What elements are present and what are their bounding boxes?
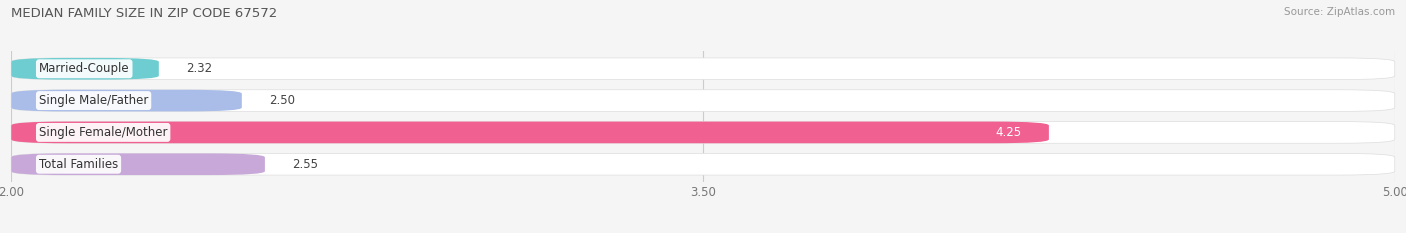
Text: 2.50: 2.50 bbox=[270, 94, 295, 107]
Text: MEDIAN FAMILY SIZE IN ZIP CODE 67572: MEDIAN FAMILY SIZE IN ZIP CODE 67572 bbox=[11, 7, 277, 20]
Text: Total Families: Total Families bbox=[39, 158, 118, 171]
FancyBboxPatch shape bbox=[11, 58, 1395, 80]
FancyBboxPatch shape bbox=[11, 122, 1049, 143]
FancyBboxPatch shape bbox=[11, 90, 1395, 111]
FancyBboxPatch shape bbox=[11, 90, 242, 111]
Text: 2.55: 2.55 bbox=[292, 158, 319, 171]
Text: Single Male/Father: Single Male/Father bbox=[39, 94, 148, 107]
Text: 2.32: 2.32 bbox=[187, 62, 212, 75]
FancyBboxPatch shape bbox=[11, 153, 1395, 175]
Text: Married-Couple: Married-Couple bbox=[39, 62, 129, 75]
Text: Source: ZipAtlas.com: Source: ZipAtlas.com bbox=[1284, 7, 1395, 17]
Text: Single Female/Mother: Single Female/Mother bbox=[39, 126, 167, 139]
FancyBboxPatch shape bbox=[11, 58, 159, 80]
FancyBboxPatch shape bbox=[11, 153, 264, 175]
FancyBboxPatch shape bbox=[11, 122, 1395, 143]
Text: 4.25: 4.25 bbox=[995, 126, 1021, 139]
